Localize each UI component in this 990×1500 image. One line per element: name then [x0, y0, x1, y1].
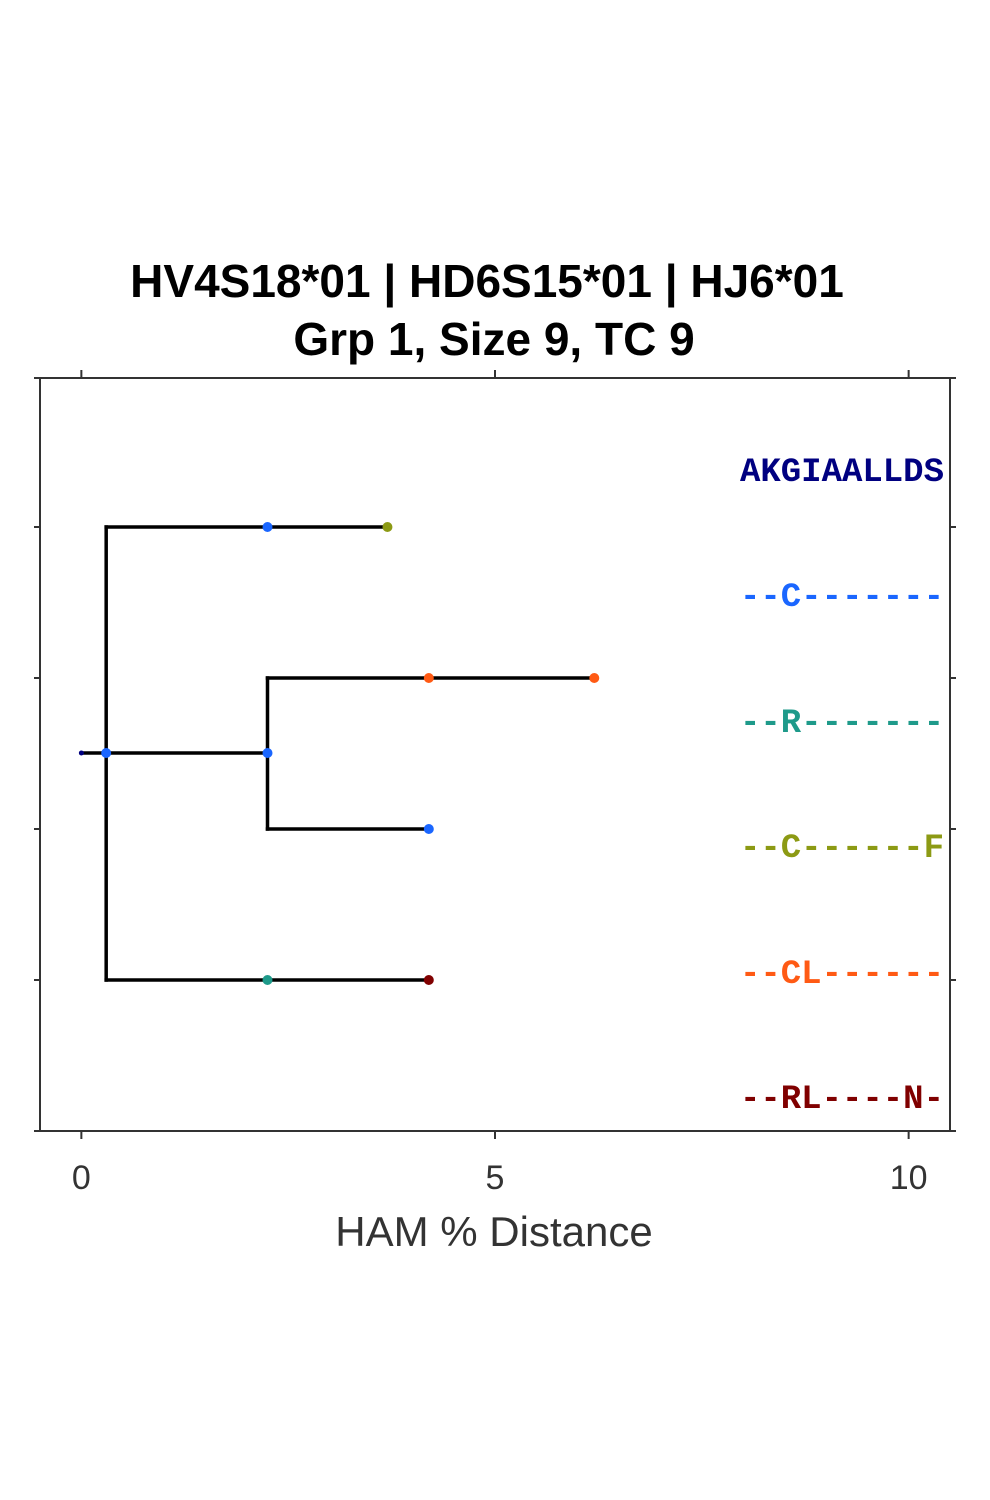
tree-node [78, 750, 84, 756]
tree-node [382, 522, 393, 532]
x-tick-label: 5 [486, 1159, 505, 1197]
sequence-label: AKGIAALLDS [740, 454, 944, 492]
sequence-label: --RL----N- [740, 1081, 944, 1119]
x-tick-label: 10 [890, 1159, 928, 1197]
sequence-label: --R------- [740, 705, 944, 743]
x-tick-label: 0 [72, 1159, 91, 1197]
sequence-label: --CL------ [740, 956, 944, 994]
sequence-label: --C------- [740, 579, 944, 617]
sequence-labels: AKGIAALLDS --C------- --R------- --C------F… [740, 454, 944, 1119]
sequence-label: --C------F [740, 830, 944, 868]
chart-title-line2: Grp 1, Size 9, TC 9 [293, 313, 694, 365]
tree-node [262, 748, 273, 758]
tree-node [423, 673, 434, 683]
x-axis-label: HAM % Distance [335, 1208, 652, 1255]
tree-node [423, 975, 434, 985]
tree-node [423, 824, 434, 834]
y-axis-ticks [34, 377, 956, 1132]
tree-node [589, 673, 600, 683]
tree-node [262, 975, 273, 985]
tree-node [262, 522, 273, 532]
chart-title-line1: HV4S18*01 | HD6S15*01 | HJ6*01 [130, 255, 844, 307]
tree-branches [79, 525, 597, 982]
x-axis-ticks: 0 5 10 [72, 370, 928, 1197]
tree-nodes [78, 522, 600, 985]
tree-node [101, 748, 112, 758]
